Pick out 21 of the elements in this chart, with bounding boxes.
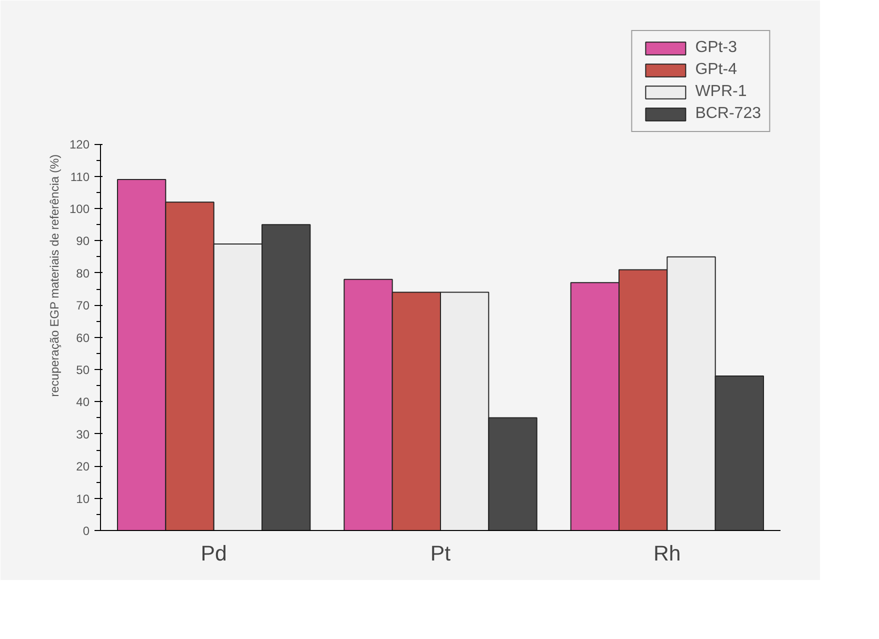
y-tick-label: 50 xyxy=(76,363,90,378)
y-axis-title: recuperação EGP materiais de referência (%) xyxy=(47,154,62,397)
legend-label: BCR-723 xyxy=(695,105,761,123)
y-tick-label: 30 xyxy=(76,427,90,442)
y-tick-label: 80 xyxy=(76,266,90,280)
x-tick-label: Pd xyxy=(200,542,227,566)
legend-label: GPt-3 xyxy=(695,39,737,57)
y-tick-label: 60 xyxy=(76,330,90,345)
y-tick-label: 70 xyxy=(76,298,90,313)
x-tick-label: Pt xyxy=(430,542,451,566)
y-tick-label: 10 xyxy=(76,492,90,506)
y-tick-label: 0 xyxy=(82,524,90,538)
y-tick-label: 40 xyxy=(76,395,90,410)
y-tick-label: 120 xyxy=(69,138,90,152)
legend-label: GPt-4 xyxy=(695,61,737,79)
legend-label: WPR-1 xyxy=(695,83,747,101)
y-tick-label: 90 xyxy=(76,234,90,248)
x-tick-label: Rh xyxy=(654,542,681,566)
y-tick-label: 20 xyxy=(76,460,90,474)
y-tick-label: 110 xyxy=(70,170,90,184)
y-tick-label: 100 xyxy=(69,202,90,216)
